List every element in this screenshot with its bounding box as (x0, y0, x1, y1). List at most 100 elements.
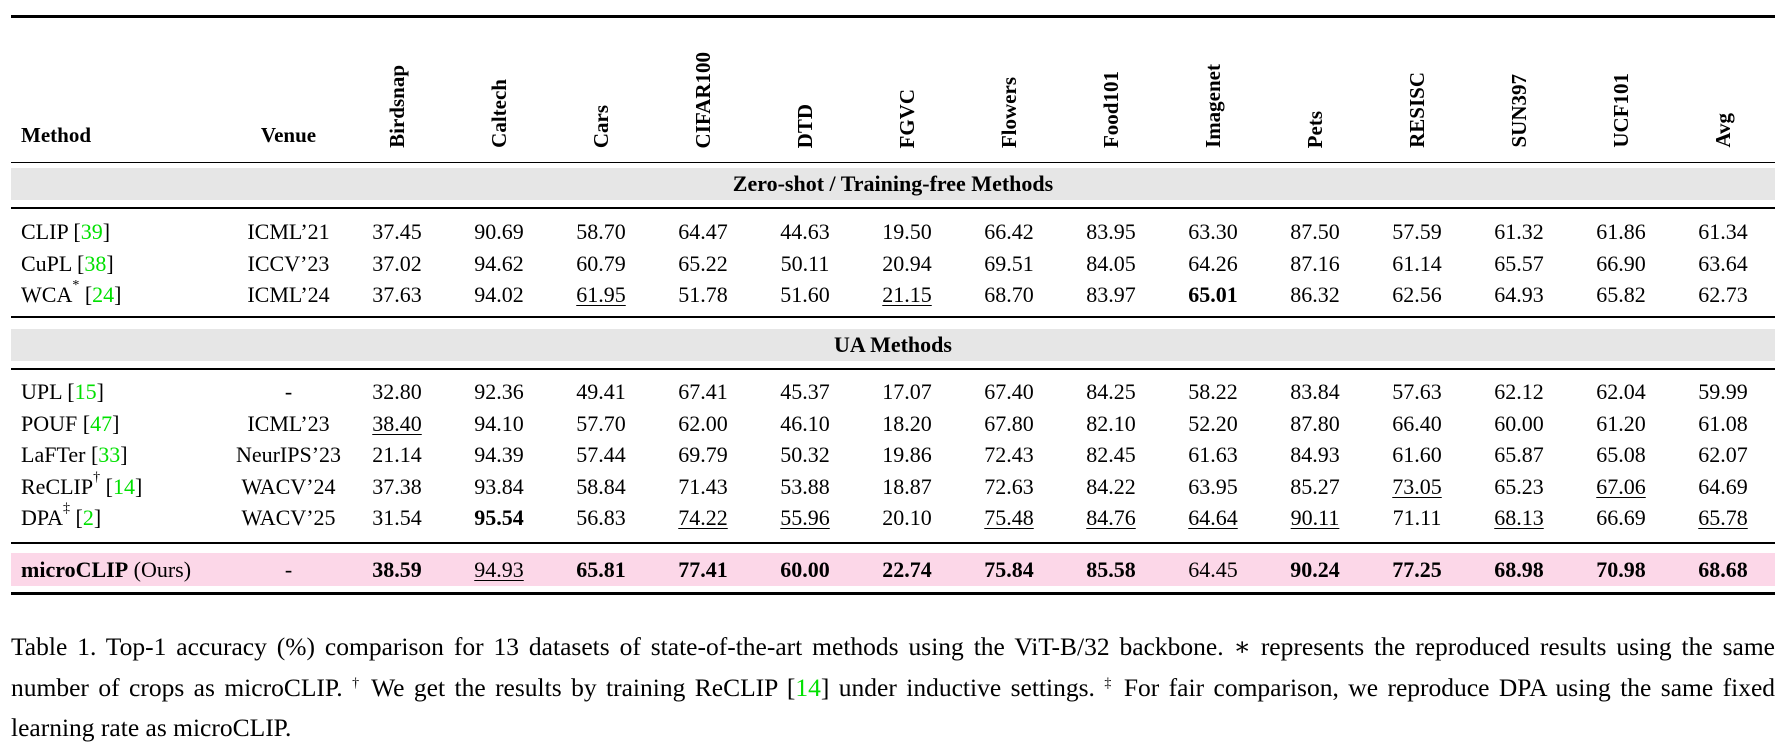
cell-dtd: 46.10 (780, 410, 830, 436)
table-row: LaFTer [33] NeurIPS’23 21.14 94.39 57.44 69.7… (11, 440, 1775, 471)
cell-birdsnap: 38.40 (372, 410, 422, 436)
method-footnote-mark: † (93, 469, 101, 485)
table-rule (11, 162, 1775, 164)
cell-avg: 59.99 (1698, 379, 1748, 404)
table-row-ours: microCLIP (Ours) - 38.59 94.93 65.81 77.41 60.… (11, 554, 1775, 585)
cell-resisc: 77.25 (1392, 556, 1442, 582)
method-citation[interactable]: [14] (105, 473, 143, 499)
cell-flowers: 67.40 (984, 379, 1034, 404)
cell-caltech: 90.69 (474, 219, 524, 244)
venue-cell: NeurIPS’23 (235, 442, 342, 467)
cell-birdsnap: 37.45 (372, 219, 422, 244)
column-header-ucf101: UCF101 (1570, 20, 1672, 160)
column-header-label: RESISC (1404, 72, 1429, 148)
caption-dagger: † (352, 675, 363, 691)
method-cell: CuPL [38] (11, 251, 231, 277)
citation-number[interactable]: 15 (74, 379, 97, 404)
table-rule (11, 207, 1775, 209)
table-row: CLIP [39] ICML’21 37.45 90.69 58.70 64.47 44.6… (11, 217, 1775, 248)
cell-pets: 86.32 (1290, 282, 1340, 307)
cell-cifar100: 62.00 (678, 410, 728, 436)
cell-dtd: 45.37 (780, 379, 830, 404)
citation-number[interactable]: 14 (795, 672, 821, 702)
caption-text: For fair comparison, we reproduce DPA us… (11, 672, 1776, 743)
cell-imagenet: 64.64 (1188, 505, 1238, 530)
cell-birdsnap: 38.59 (372, 556, 422, 582)
column-header-resisc: RESISC (1366, 20, 1468, 160)
venue-cell: - (284, 556, 293, 582)
cell-sun397: 61.32 (1494, 219, 1544, 244)
cell-sun397: 65.87 (1494, 442, 1544, 467)
cell-avg: 61.08 (1698, 410, 1748, 436)
cell-pets: 87.80 (1290, 410, 1340, 436)
cell-ucf101: 67.06 (1596, 473, 1646, 499)
cell-dtd: 51.60 (780, 282, 830, 307)
cell-ucf101: 66.69 (1596, 505, 1646, 530)
method-citation[interactable]: [33] (90, 442, 128, 467)
cell-cifar100: 64.47 (678, 219, 728, 244)
cell-sun397: 68.98 (1494, 556, 1544, 582)
cell-flowers: 69.51 (984, 250, 1034, 276)
table-row: CuPL [38] ICCV’23 37.02 94.62 60.79 65.22 50.1… (11, 248, 1775, 279)
cell-avg: 65.78 (1698, 505, 1748, 530)
citation-number[interactable]: 14 (112, 473, 135, 499)
cell-dtd: 44.63 (780, 219, 830, 244)
cell-sun397: 65.57 (1494, 250, 1544, 276)
cell-cifar100: 77.41 (678, 556, 728, 582)
cell-resisc: 57.63 (1392, 379, 1442, 404)
cell-ucf101: 70.98 (1596, 556, 1646, 582)
cell-birdsnap: 37.02 (372, 250, 422, 276)
cell-flowers: 67.80 (984, 410, 1034, 436)
method-citation[interactable]: [38] (77, 250, 114, 276)
citation-number[interactable]: 47 (90, 410, 113, 436)
cell-imagenet: 58.22 (1188, 379, 1238, 404)
cell-cifar100: 74.22 (678, 505, 728, 530)
cell-birdsnap: 37.38 (372, 473, 422, 499)
table-rule (11, 368, 1775, 370)
citation-number[interactable]: 38 (84, 250, 107, 276)
cell-pets: 87.50 (1290, 219, 1340, 244)
method-name: microCLIP (21, 556, 129, 582)
cell-food101: 84.76 (1086, 505, 1136, 530)
citation-number[interactable]: 2 (82, 505, 94, 530)
citation-number[interactable]: 39 (80, 219, 103, 244)
cell-fgvc: 19.86 (882, 442, 932, 467)
venue-cell: - (284, 379, 293, 404)
citation-number[interactable]: 33 (98, 442, 121, 467)
citation-number[interactable]: 24 (92, 282, 115, 307)
cell-fgvc: 20.10 (882, 505, 932, 530)
method-name: UPL (21, 379, 62, 404)
method-cell: CLIP [39] (11, 219, 231, 245)
method-citation[interactable]: [24] (84, 282, 122, 307)
cell-sun397: 68.13 (1494, 505, 1544, 530)
cell-caltech: 94.02 (474, 282, 524, 307)
caption-citation[interactable]: [14] (786, 672, 830, 702)
venue-cell: ICML’21 (247, 219, 330, 244)
cell-dtd: 50.32 (780, 442, 830, 467)
method-footnote-mark: ‡ (63, 501, 70, 516)
method-citation[interactable]: [2] (75, 505, 102, 530)
method-citation[interactable]: [47] (82, 410, 120, 436)
cell-imagenet: 52.20 (1188, 410, 1238, 436)
cell-resisc: 57.59 (1392, 219, 1442, 244)
column-header-imagenet: Imagenet (1162, 20, 1264, 160)
cell-pets: 84.93 (1290, 442, 1340, 467)
cell-flowers: 75.48 (984, 505, 1034, 530)
cell-imagenet: 65.01 (1188, 282, 1238, 307)
column-header-pets: Pets (1264, 20, 1366, 160)
column-header-venue: Venue (260, 123, 317, 147)
method-cell: microCLIP (Ours) (11, 557, 231, 583)
cell-birdsnap: 31.54 (372, 505, 422, 530)
table-caption: Table 1. Top-1 accuracy (%) comparison f… (11, 627, 1775, 749)
method-citation[interactable]: [39] (73, 219, 111, 244)
column-header-flowers: Flowers (958, 20, 1060, 160)
method-cell: DPA‡ [2] (11, 501, 231, 531)
cell-cars: 58.70 (576, 219, 626, 244)
column-header-label: Birdsnap (384, 65, 409, 148)
cell-flowers: 68.70 (984, 282, 1034, 307)
table-row: DPA‡ [2] WACV’25 31.54 95.54 56.83 74.22 55.96… (11, 501, 1775, 534)
method-name: CLIP (21, 219, 68, 244)
method-citation[interactable]: [15] (67, 379, 104, 404)
column-header-label: Food101 (1098, 70, 1123, 148)
cell-avg: 64.69 (1698, 473, 1748, 499)
